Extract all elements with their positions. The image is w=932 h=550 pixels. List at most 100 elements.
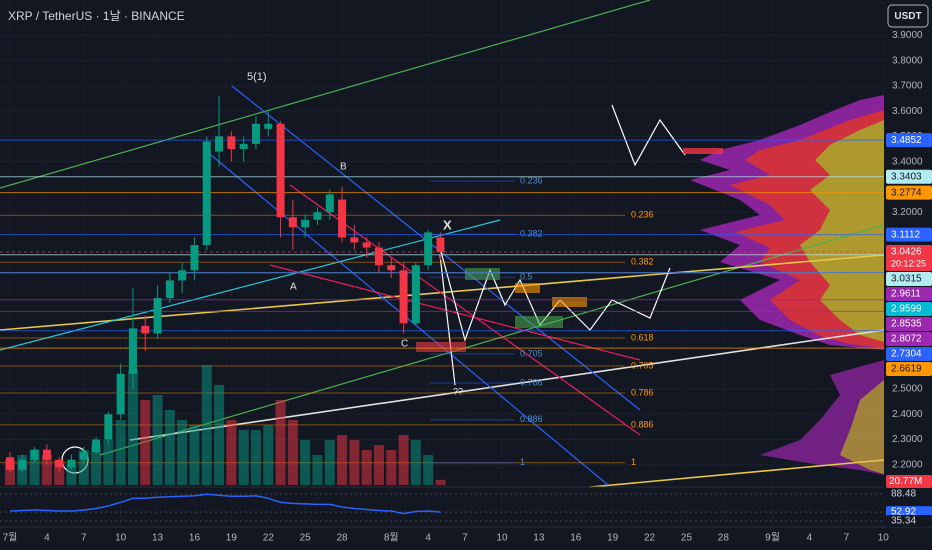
candle-body — [190, 245, 199, 271]
volume-bar — [312, 455, 323, 485]
levels: 0.236 0.382 0.618 0.705 0.786 0.886 1 0.236 0.38… — [0, 139, 884, 522]
y-tick-label: 2.2000 — [892, 459, 923, 470]
x-tick-label: 7 — [81, 533, 87, 544]
indicator-line — [9, 493, 441, 515]
fib-label: 0.886 — [520, 414, 543, 424]
annotations: 5(1) B A C X ?? — [247, 71, 463, 396]
price-badge — [886, 169, 932, 184]
candle-body — [165, 280, 174, 299]
x-tick-label: 4 — [425, 533, 431, 544]
wave-label: A — [290, 282, 297, 293]
volume-bar — [54, 460, 65, 485]
x-tick-label: 10 — [878, 533, 890, 544]
profile-low-core — [840, 380, 884, 474]
countdown-label: 20:12:25 — [891, 258, 926, 268]
x-tick-label: 13 — [533, 533, 545, 544]
x-tick-label: 9월 — [765, 532, 780, 544]
candle-body — [325, 194, 334, 213]
price-badge — [886, 316, 932, 331]
candle-body — [350, 237, 359, 243]
candle-body — [399, 270, 408, 324]
y-tick-label: 3.2000 — [892, 207, 923, 218]
volume-bar — [300, 440, 311, 485]
candle-body — [288, 217, 297, 228]
currency-button[interactable] — [887, 4, 929, 28]
fib-label: 0.786 — [631, 387, 654, 397]
volume-bar — [91, 445, 102, 485]
fib-label: 1 — [520, 457, 525, 467]
x-tick-label: 28 — [337, 533, 349, 544]
volume-bar — [115, 420, 126, 485]
volume-badge — [886, 475, 932, 488]
volume-bar — [324, 440, 335, 485]
axis-labels: 3.90003.80003.70003.60003.50003.40003.20… — [3, 30, 932, 544]
fib-label: 0.382 — [520, 229, 543, 239]
volume-bar — [435, 479, 446, 485]
x-tick-label: 4 — [44, 533, 50, 544]
fib-label: 0.886 — [631, 419, 654, 429]
y-tick-label: 3.6000 — [892, 106, 923, 117]
volume-bar — [41, 455, 52, 485]
price-badge-label: 3.2774 — [891, 187, 922, 198]
candle-body — [313, 212, 322, 220]
channel-line — [269, 264, 641, 361]
y-tick-label: 3.8000 — [892, 55, 923, 66]
x-tick-label: 4 — [807, 533, 813, 544]
volume-bar — [214, 385, 225, 485]
zone-box — [683, 148, 723, 154]
y-tick-label: 3.4000 — [892, 156, 923, 167]
candle-body — [30, 449, 39, 460]
candle-body — [227, 136, 236, 150]
volume-bar — [410, 440, 421, 485]
currency-button-label[interactable]: USDT — [894, 11, 921, 22]
volume-bar — [263, 425, 274, 485]
volume-bar — [152, 395, 163, 485]
x-tick-label: 22 — [644, 533, 656, 544]
volume-bar — [201, 365, 212, 485]
price-badge-label: 2.6619 — [891, 364, 922, 375]
projection-path — [611, 104, 686, 167]
volume-badge-label: 20.77M — [889, 476, 922, 487]
price-badge-label: 2.8072 — [891, 334, 922, 345]
price-badge — [886, 244, 932, 271]
candle-body — [411, 265, 420, 324]
price-badge-label: 2.9611 — [891, 289, 921, 300]
indicator-badge — [886, 488, 932, 501]
volume-bar — [103, 440, 114, 485]
price-badge — [886, 361, 932, 376]
fib-label: 0.5 — [520, 271, 533, 281]
price-badge-label: 3.1112 — [891, 229, 921, 240]
fib-label: 0.786 — [520, 377, 543, 387]
volume-bar — [287, 420, 298, 485]
candle-body — [436, 237, 445, 252]
candle-body — [104, 414, 113, 440]
price-badge-label: 2.8535 — [891, 319, 922, 330]
wave-label: X — [443, 217, 452, 232]
indicator-badge-label: 88.48 — [891, 489, 916, 500]
price-badge-label: 3.0426 — [891, 247, 922, 258]
volume-bar — [127, 370, 138, 485]
wave-label: ?? — [453, 386, 463, 396]
chart-title: XRP / TetherUS · 1날 · BINANCE — [8, 9, 185, 23]
price-badge — [886, 301, 932, 316]
candle-body — [5, 457, 14, 470]
price-badge-label: 3.3403 — [891, 171, 922, 182]
fib-label: 1 — [631, 457, 636, 467]
candle-body — [42, 449, 51, 460]
volume-bar — [349, 440, 360, 485]
trend-line — [0, 0, 651, 189]
x-tick-label: 7 — [462, 533, 468, 544]
price-badge — [886, 346, 932, 361]
price-badge-label: 2.7304 — [891, 349, 922, 360]
trend-line — [99, 224, 885, 456]
y-tick-label: 2.3000 — [892, 434, 923, 445]
indicator-badge-label: 35.34 — [891, 516, 916, 527]
candle-body — [141, 325, 150, 334]
candle-body — [215, 136, 224, 152]
x-tick-label: 16 — [570, 533, 582, 544]
volume-bar — [177, 420, 188, 485]
x-tick-label: 10 — [115, 533, 127, 544]
volume-bar — [66, 465, 77, 485]
zone-box — [515, 283, 540, 293]
price-badge-label: 3.0315 — [891, 274, 922, 285]
